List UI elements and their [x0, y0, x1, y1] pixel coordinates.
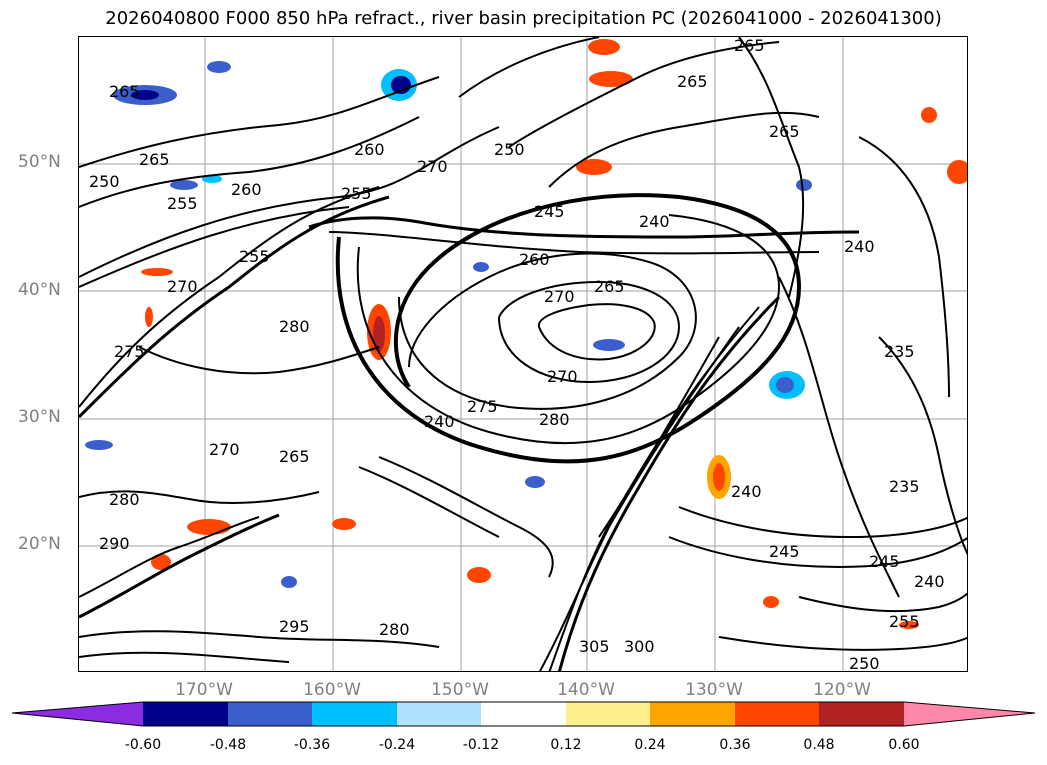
contour-label: 255 — [889, 612, 920, 631]
contour-label: 255 — [239, 247, 270, 266]
contour-label: 240 — [639, 212, 670, 231]
contour-label-group: 265 265 265 260 265 250 255 260 250 255 … — [89, 37, 945, 672]
colorbar-tick-label: 0.24 — [634, 737, 666, 753]
colorbar-tick-label: 0.36 — [719, 737, 751, 753]
contour-label: 300 — [624, 637, 655, 656]
contour-label: 270 — [167, 277, 198, 296]
graticule — [79, 37, 967, 671]
refractivity-contours — [79, 37, 967, 671]
colorbar-tick-label: -0.12 — [462, 737, 500, 753]
contour-label: 265 — [769, 122, 800, 141]
contour-label: 235 — [884, 342, 915, 361]
contour-label: 295 — [279, 617, 310, 636]
contour-label: 235 — [889, 477, 920, 496]
contour-label: 250 — [494, 140, 525, 159]
contour-label: 240 — [731, 482, 762, 501]
latitude-label: 40°N — [18, 280, 61, 300]
colorbar-segment — [397, 702, 481, 726]
colorbar-segment — [566, 702, 650, 726]
longitude-label: 130°W — [685, 680, 743, 700]
colorbar-segment — [650, 702, 735, 726]
contour-label: 305 — [579, 637, 610, 656]
contour-label: 265 — [139, 150, 170, 169]
contour-label: 265 — [734, 37, 765, 55]
contour-label: 275 — [114, 342, 145, 361]
contour-label: 280 — [379, 620, 410, 639]
contour-label: 265 — [109, 82, 140, 101]
contour-label: 280 — [539, 410, 570, 429]
contour-label: 260 — [519, 250, 550, 269]
contour-label: 265 — [279, 447, 310, 466]
contour-label: 245 — [534, 202, 565, 221]
colorbar-segment — [735, 702, 819, 726]
contour-label: 250 — [89, 172, 120, 191]
contour-label: 275 — [467, 397, 498, 416]
contour-label: 240 — [424, 412, 455, 431]
contour-label: 280 — [279, 317, 310, 336]
contour-label: 270 — [544, 287, 575, 306]
longitude-label: 140°W — [557, 680, 615, 700]
colorbar-segment — [481, 702, 566, 726]
map-canvas: 265 265 265 260 265 250 255 260 250 255 … — [79, 37, 967, 672]
contour-label: 265 — [594, 277, 625, 296]
colorbar-outline — [11, 701, 1036, 727]
longitude-label: 150°W — [431, 680, 489, 700]
longitude-label: 170°W — [175, 680, 233, 700]
colorbar — [11, 701, 1036, 727]
contour-label: 255 — [341, 184, 372, 203]
contour-label: 265 — [677, 72, 708, 91]
colorbar-tick-label: -0.48 — [209, 737, 247, 753]
colorbar-tick-label: -0.60 — [124, 737, 162, 753]
contour-label: 290 — [99, 534, 130, 553]
contour-label: 255 — [167, 194, 198, 213]
colorbar-tick-label: -0.24 — [378, 737, 416, 753]
colorbar-tick-label: 0.12 — [550, 737, 582, 753]
contour-label: 245 — [869, 552, 900, 571]
contour-label: 280 — [109, 490, 140, 509]
colorbar-tick-label: 0.48 — [803, 737, 835, 753]
contour-label: 270 — [547, 367, 578, 386]
map-title: 2026040800 F000 850 hPa refract., river … — [105, 8, 942, 29]
colorbar-tick-label: -0.36 — [293, 737, 331, 753]
latitude-label: 50°N — [18, 152, 61, 172]
longitude-label: 120°W — [813, 680, 871, 700]
longitude-label: 160°W — [303, 680, 361, 700]
colorbar-segment — [143, 702, 228, 726]
colorbar-segment — [904, 702, 1035, 726]
contour-label: 245 — [769, 542, 800, 561]
latitude-label: 20°N — [18, 534, 61, 554]
precip-shading — [85, 39, 967, 629]
contour-label: 240 — [844, 237, 875, 256]
contour-label: 260 — [354, 140, 385, 159]
colorbar-tick-label: 0.60 — [888, 737, 920, 753]
contour-label: 260 — [231, 180, 262, 199]
latitude-label: 30°N — [18, 407, 61, 427]
colorbar-segment — [12, 702, 143, 726]
contour-label: 270 — [209, 440, 240, 459]
map-panel: 265 265 265 260 265 250 255 260 250 255 … — [78, 36, 968, 672]
contour-label: 270 — [417, 157, 448, 176]
colorbar-segment — [312, 702, 397, 726]
contour-label: 240 — [914, 572, 945, 591]
colorbar-segment — [819, 702, 904, 726]
colorbar-segment — [228, 702, 312, 726]
contour-label: 250 — [849, 654, 880, 672]
